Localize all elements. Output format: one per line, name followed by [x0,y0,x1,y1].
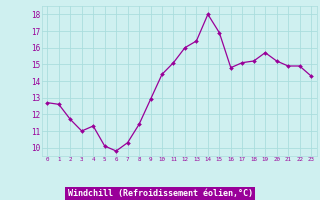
Text: Windchill (Refroidissement éolien,°C): Windchill (Refroidissement éolien,°C) [68,189,252,198]
